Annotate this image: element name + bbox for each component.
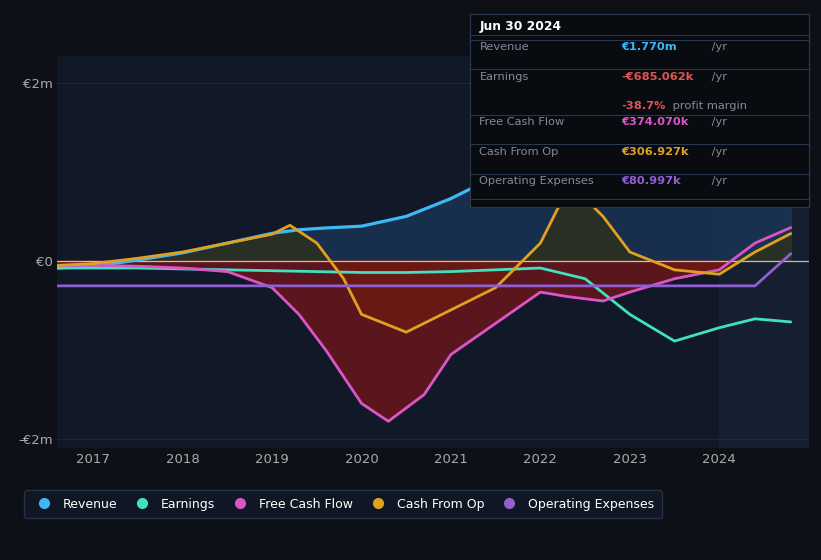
Text: Revenue: Revenue: [479, 43, 529, 53]
Text: Cash From Op: Cash From Op: [479, 147, 559, 157]
Text: €1.770m: €1.770m: [621, 43, 677, 53]
Legend: Revenue, Earnings, Free Cash Flow, Cash From Op, Operating Expenses: Revenue, Earnings, Free Cash Flow, Cash …: [24, 490, 662, 518]
Text: /yr: /yr: [708, 118, 727, 128]
Text: Earnings: Earnings: [479, 72, 529, 82]
Bar: [719, 56, 809, 448]
Text: profit margin: profit margin: [669, 101, 747, 111]
Text: €80.997k: €80.997k: [621, 176, 681, 186]
Text: €306.927k: €306.927k: [621, 147, 689, 157]
Text: -38.7%: -38.7%: [621, 101, 666, 111]
Text: Free Cash Flow: Free Cash Flow: [479, 118, 565, 128]
Text: Jun 30 2024: Jun 30 2024: [479, 20, 562, 32]
Text: /yr: /yr: [708, 43, 727, 53]
Text: /yr: /yr: [708, 176, 727, 186]
Text: -€685.062k: -€685.062k: [621, 72, 694, 82]
Text: €374.070k: €374.070k: [621, 118, 689, 128]
Text: /yr: /yr: [708, 72, 727, 82]
Text: /yr: /yr: [708, 147, 727, 157]
Text: Operating Expenses: Operating Expenses: [479, 176, 594, 186]
